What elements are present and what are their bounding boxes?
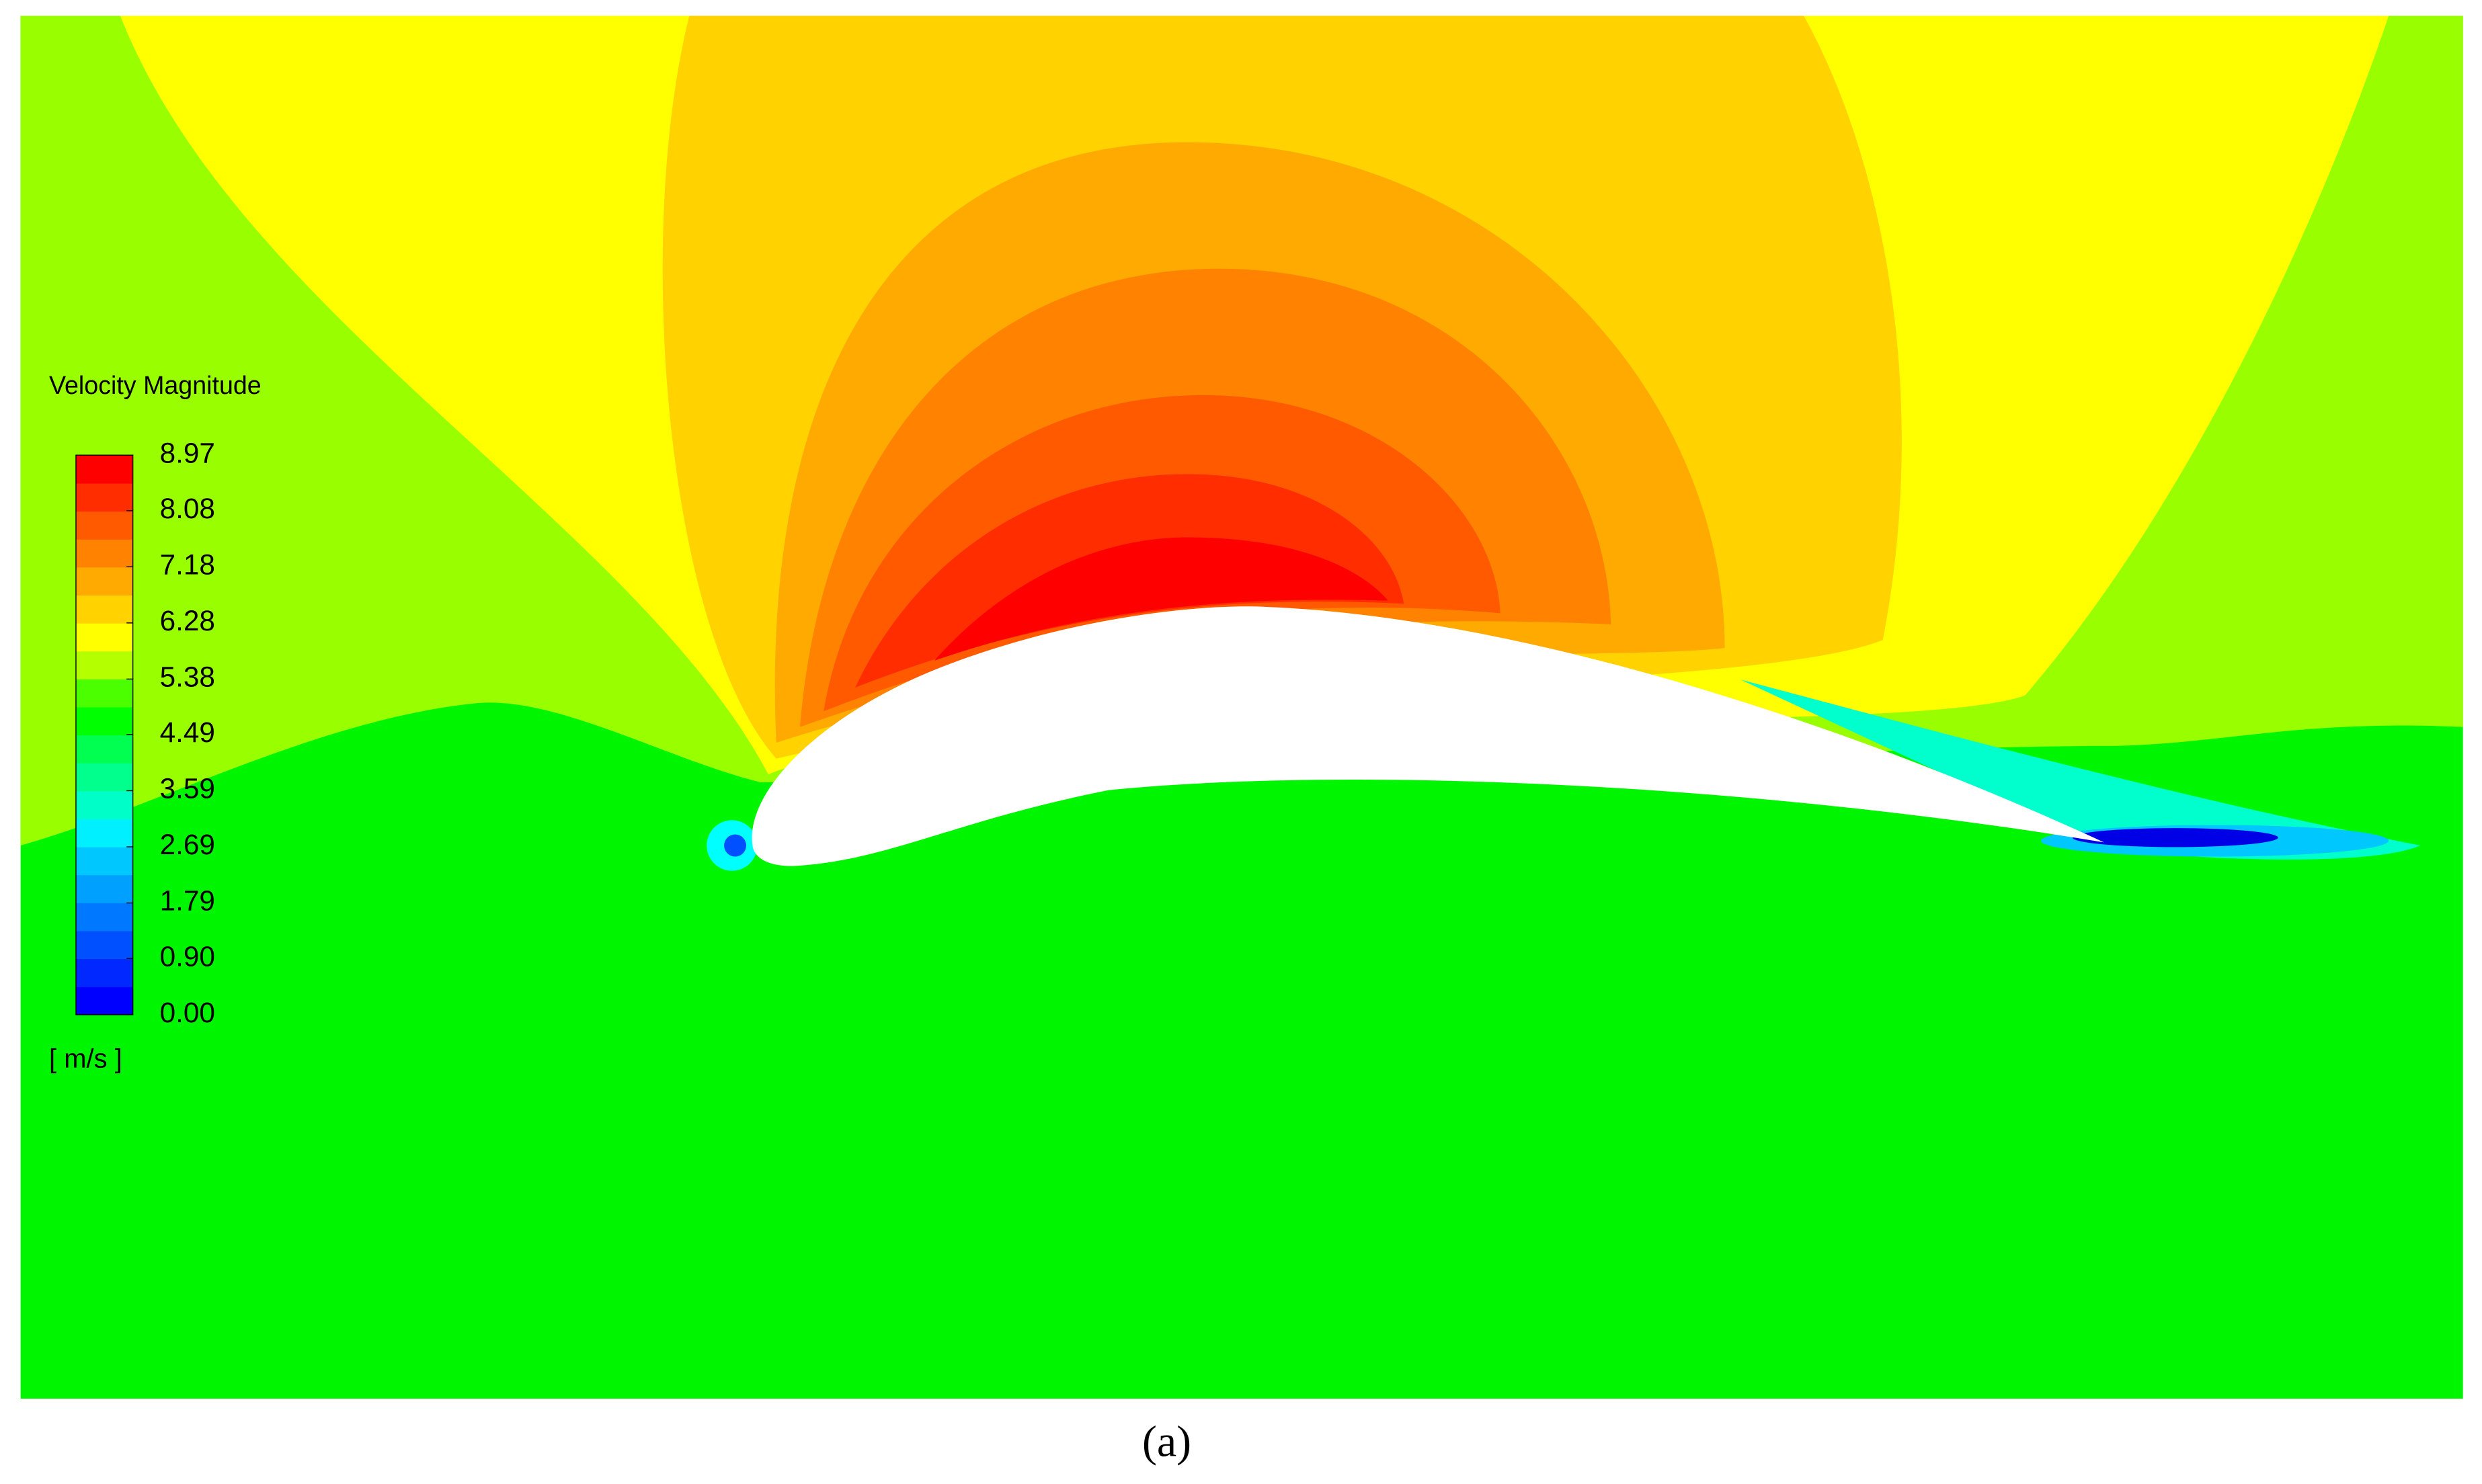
colorbar-tick-label: 3.59 <box>160 773 215 805</box>
contour-field <box>20 15 2463 1399</box>
colorbar-band <box>75 790 133 819</box>
colorbar-band <box>75 987 133 1016</box>
stagnation <box>724 834 746 857</box>
colorbar-band <box>75 819 133 848</box>
colorbar-band <box>75 595 133 624</box>
field-level <box>934 537 1388 661</box>
colorbar-band <box>75 455 133 484</box>
colorbar-band <box>75 622 133 652</box>
colorbar-tick-label: 8.08 <box>160 493 215 524</box>
colorbar-tick-label: 7.18 <box>160 548 215 580</box>
colorbar-band <box>75 651 133 679</box>
wake <box>1740 679 2421 860</box>
caption: (a) <box>1142 1417 1191 1467</box>
colorbar-band <box>75 874 133 903</box>
colorbar-tick-label: 1.79 <box>160 885 215 917</box>
colorbar-band <box>75 483 133 512</box>
colorbar-band <box>75 679 133 708</box>
colorbar-band <box>75 567 133 596</box>
legend: Velocity Magnitude [ m/s ] 0.00 0.90 1.79 2… <box>49 371 262 1073</box>
colorbar-band <box>75 735 133 764</box>
colorbar-band <box>75 930 133 960</box>
colorbar-tick-label: 6.28 <box>160 605 215 636</box>
colorbar-tick-label: 8.97 <box>160 437 215 468</box>
colorbar-band <box>75 958 133 987</box>
colorbar-tick-label: 0.90 <box>160 940 215 972</box>
colorbar-band <box>75 903 133 932</box>
colorbar-tick-label: 4.49 <box>160 716 215 748</box>
colorbar-tick-label: 2.69 <box>160 829 215 860</box>
colorbar-band <box>75 706 133 736</box>
airfoil <box>752 606 2104 866</box>
legend-unit: [ m/s ] <box>49 1044 122 1073</box>
legend-title: Velocity Magnitude <box>49 371 262 399</box>
wake <box>2072 828 2278 848</box>
colorbar-tick-label: 0.00 <box>160 997 215 1028</box>
colorbar-band <box>75 539 133 568</box>
colorbar-band <box>75 511 133 540</box>
colorbar-band <box>75 763 133 792</box>
colorbar-tick-label: 5.38 <box>160 661 215 693</box>
colorbar-band <box>75 846 133 876</box>
